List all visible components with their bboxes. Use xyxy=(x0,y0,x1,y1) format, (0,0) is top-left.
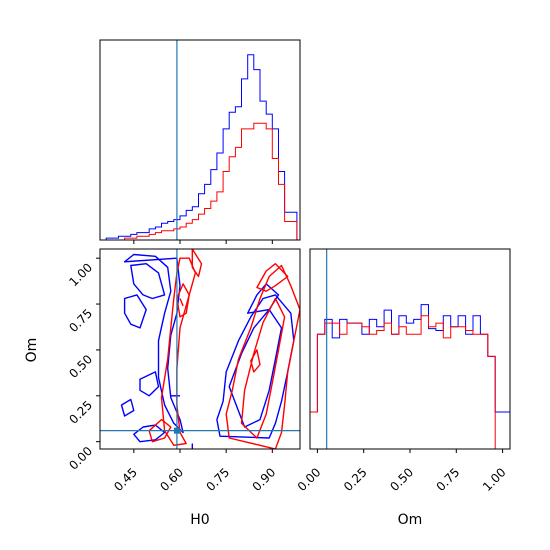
x-axis-label-h0: H0 xyxy=(190,512,209,528)
contour-series-1-level-7 xyxy=(216,294,295,439)
contour-reference-point xyxy=(173,427,180,434)
h0-hist-series-1-step xyxy=(100,54,298,240)
h0-histogram-panel xyxy=(99,39,301,244)
om-hist-series-2-step xyxy=(310,315,510,449)
contour-stray-segment-3 xyxy=(179,298,184,307)
contour-x-tick-label-1: 0.45 xyxy=(111,465,140,494)
om-hist-frame xyxy=(309,248,511,450)
om-hist-x-tick-label-4: 0.75 xyxy=(434,465,463,494)
contour-y-tick-label-5: 1.00 xyxy=(66,260,95,289)
om-hist-plot-area xyxy=(310,249,510,449)
contour-frame xyxy=(99,248,301,450)
contour-y-tick-label-4: 0.75 xyxy=(66,306,95,335)
contour-series-2-level-8 xyxy=(148,418,172,443)
contour-x-tick-label-2: 0.60 xyxy=(157,465,186,494)
contour-x-tick-label-3: 0.75 xyxy=(203,465,232,494)
contour-series-2-level-5 xyxy=(240,297,286,439)
contour-x-tick-label-4: 0.90 xyxy=(250,465,279,494)
h0-om-contour-panel: 0.45 0.60 0.75 0.90 0.00 0.25 0.50 0.75 1.00 xyxy=(66,248,301,494)
contour-plot-area xyxy=(100,249,300,449)
contour-series-1-level-9 xyxy=(246,283,280,314)
contour-series-1-level-3 xyxy=(123,294,147,329)
contour-y-tick-label-2: 0.25 xyxy=(66,398,95,427)
x-axis-label-om: Om xyxy=(398,512,423,528)
contour-y-tick-label-3: 0.50 xyxy=(66,352,95,381)
contour-series-1-level-4 xyxy=(139,371,160,397)
om-hist-x-tick-label-3: 0.50 xyxy=(387,465,416,494)
contour-series-2-level-7 xyxy=(250,349,261,373)
contour-series-2-level-2 xyxy=(176,283,190,318)
om-hist-x-tick-label-1: 0.00 xyxy=(295,465,324,494)
contour-series-1-level-6 xyxy=(133,424,166,443)
om-hist-x-tick-label-5: 1.00 xyxy=(480,465,509,494)
om-hist-series-1-step xyxy=(310,304,510,449)
om-hist-x-tick-label-2: 0.25 xyxy=(341,465,370,494)
contour-series-2-level-3 xyxy=(191,249,203,278)
h0-hist-plot-area xyxy=(100,40,298,240)
contour-series-2-level-6 xyxy=(256,263,289,292)
contour-series-1-level-5 xyxy=(120,398,135,417)
contour-series-2-level-1 xyxy=(160,257,197,446)
contour-y-tick-label-1: 0.00 xyxy=(66,444,95,473)
contour-series-1-level-2 xyxy=(130,263,166,300)
om-histogram-panel: 0.00 0.25 0.50 0.75 1.00 xyxy=(295,248,511,494)
h0-hist-series-2-step xyxy=(100,122,298,240)
contour-series-1-level-8 xyxy=(228,308,283,428)
h0-hist-frame xyxy=(99,39,301,241)
y-axis-label-om: Om xyxy=(24,338,40,363)
